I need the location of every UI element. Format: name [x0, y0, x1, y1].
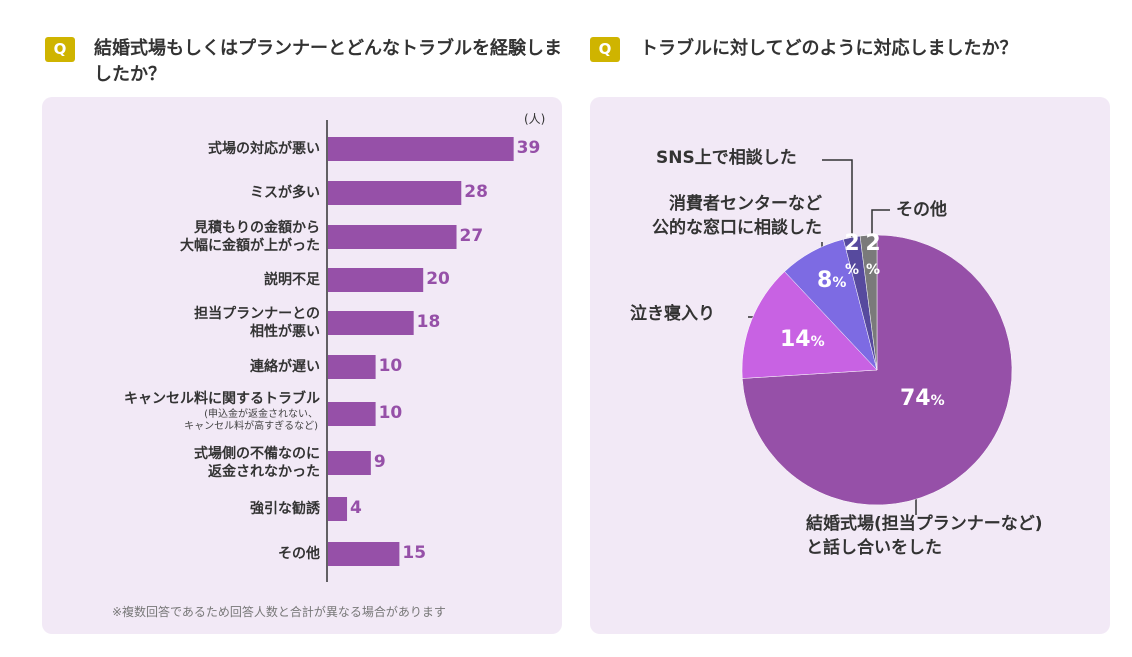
bar [328, 311, 414, 335]
category-label: 説明不足 [264, 272, 320, 288]
value-unit: % [844, 262, 860, 278]
value-unit: % [810, 334, 825, 350]
slice-label: 泣き寝入り [630, 304, 715, 324]
category-label: その他 [278, 546, 320, 562]
value-label: 2% [843, 232, 861, 282]
value-label: 74% [900, 386, 945, 411]
category-label: 式場の対応が悪い [208, 141, 320, 157]
value-label: 20 [426, 269, 450, 289]
bar [328, 225, 457, 249]
value-unit: % [865, 262, 881, 278]
category-label: キャンセル料に関するトラブル [124, 391, 320, 407]
value-label: 14% [780, 327, 825, 352]
q-badge: Q [45, 37, 75, 62]
slice-label: 結婚式場(担当プランナーなど) と話し合いをした [806, 514, 1043, 558]
category-sublabel: (申込金が返金されない、 キャンセル料が高すぎるなど) [184, 409, 318, 432]
question-title: 結婚式場もしくはプランナーとどんなトラブルを経験しましたか？ [94, 38, 562, 85]
bar [328, 542, 400, 566]
pie-slice [741, 271, 878, 379]
value-number: 14 [780, 327, 811, 352]
bar [328, 137, 514, 161]
value-label: 4 [350, 498, 362, 518]
bar [328, 451, 371, 475]
bar [328, 402, 376, 426]
pie-slice [859, 234, 878, 371]
value-label: 10 [378, 403, 403, 423]
slice-label: その他 [896, 200, 947, 220]
footnote: ※複数回答であるため回答人数と合計が異なる場合があります [112, 605, 446, 619]
category-label: 見積もりの金額から 大幅に金額が上がった [180, 220, 320, 254]
value-number: 2 [865, 231, 881, 256]
left-panel [42, 97, 562, 634]
category-label: 担当プランナーとの 相性が悪い [194, 306, 320, 340]
value-number: 8 [817, 268, 833, 293]
value-label: 8% [817, 268, 846, 293]
question-title: トラブルに対してどのように対応しましたか？ [640, 38, 1018, 59]
leader [871, 209, 890, 236]
value-label: 15 [402, 543, 427, 563]
bar [328, 355, 376, 379]
value-label: 18 [416, 312, 441, 332]
value-label: 10 [378, 356, 403, 376]
value-label: 39 [516, 138, 541, 158]
value-label: 28 [464, 182, 488, 202]
q-badge: Q [590, 37, 620, 62]
bar [328, 268, 424, 292]
leader [822, 159, 853, 238]
category-label: ミスが多い [250, 185, 320, 201]
value-label: 9 [373, 452, 386, 472]
category-label: 強引な勧誘 [250, 501, 320, 517]
bar [328, 497, 348, 521]
value-number: 2 [844, 231, 860, 256]
value-unit: % [930, 393, 945, 409]
slice-label: 消費者センターなど 公的な窓口に相談した [652, 194, 822, 238]
value-label: 27 [459, 226, 484, 246]
value-label: 2% [864, 232, 882, 282]
value-number: 74 [900, 386, 931, 411]
category-label: 連絡が遅い [250, 359, 320, 375]
category-label: 式場側の不備なのに 返金されなかった [194, 446, 320, 480]
value-unit: % [832, 275, 847, 291]
unit-label: (人) [524, 112, 546, 126]
slice-label: SNS上で相談した [656, 148, 797, 168]
bar [328, 181, 462, 205]
